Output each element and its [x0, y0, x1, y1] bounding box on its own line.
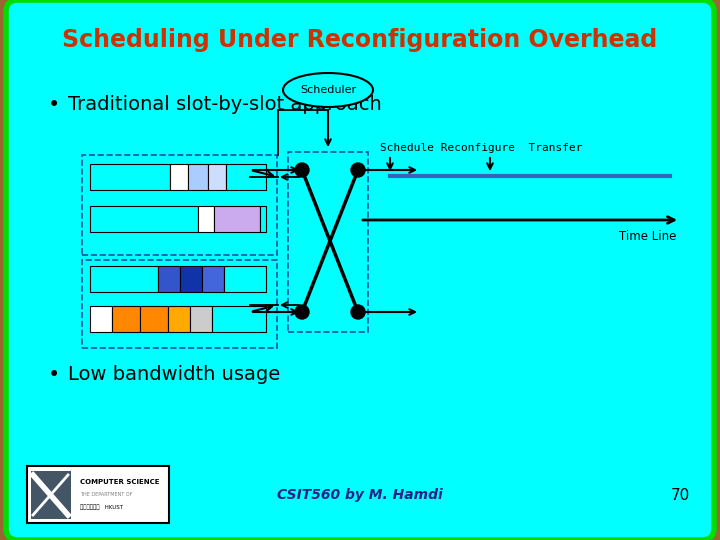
Text: Schedule Reconfigure  Transfer: Schedule Reconfigure Transfer	[380, 143, 582, 153]
Bar	[158, 266, 180, 292]
Text: Low bandwidth usage: Low bandwidth usage	[68, 366, 280, 384]
Bar	[112, 306, 140, 332]
Text: •: •	[48, 95, 60, 115]
FancyBboxPatch shape	[31, 471, 71, 519]
Bar	[140, 306, 168, 332]
Text: •: •	[48, 365, 60, 385]
Bar	[288, 152, 368, 332]
Bar	[214, 206, 260, 232]
Bar	[168, 306, 190, 332]
Text: Traditional slot-by-slot approach: Traditional slot-by-slot approach	[68, 96, 382, 114]
Circle shape	[351, 163, 365, 177]
Bar	[90, 164, 170, 190]
Bar	[170, 164, 188, 190]
Bar	[188, 164, 208, 190]
Bar	[224, 266, 266, 292]
Text: COMPUTER SCIENCE: COMPUTER SCIENCE	[80, 479, 160, 485]
Circle shape	[295, 163, 309, 177]
Bar	[82, 155, 277, 255]
Text: THE DEPARTMENT OF: THE DEPARTMENT OF	[80, 492, 132, 497]
Bar	[208, 164, 226, 190]
Text: CSIT560 by M. Hamdi: CSIT560 by M. Hamdi	[277, 488, 443, 502]
Bar	[212, 306, 266, 332]
Bar	[90, 306, 112, 332]
FancyBboxPatch shape	[27, 466, 169, 523]
Bar	[198, 206, 214, 232]
Text: Scheduling Under Reconfiguration Overhead: Scheduling Under Reconfiguration Overhea…	[63, 28, 657, 52]
Circle shape	[295, 305, 309, 319]
Bar	[190, 306, 212, 332]
FancyBboxPatch shape	[6, 0, 714, 540]
Bar	[90, 206, 198, 232]
Text: Time Line: Time Line	[619, 231, 677, 244]
Bar	[226, 164, 266, 190]
Text: 計算機科學系   HKUST: 計算機科學系 HKUST	[80, 504, 123, 510]
Text: 70: 70	[671, 488, 690, 503]
Bar	[202, 266, 224, 292]
Bar	[90, 266, 158, 292]
Bar	[180, 266, 202, 292]
Bar	[82, 260, 277, 348]
Ellipse shape	[283, 73, 373, 107]
Text: Scheduler: Scheduler	[300, 85, 356, 95]
Circle shape	[351, 305, 365, 319]
Bar	[260, 206, 266, 232]
